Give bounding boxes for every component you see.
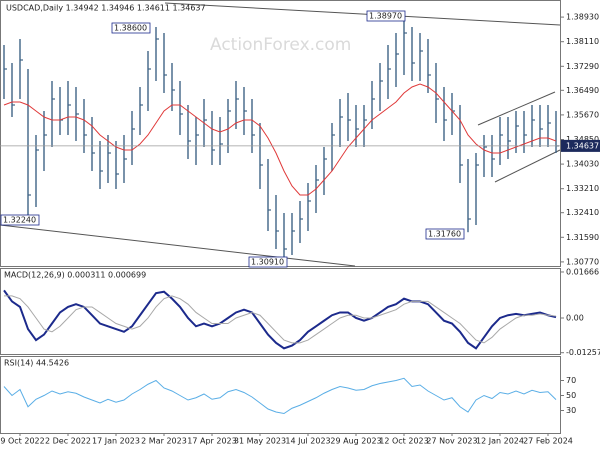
annotation: 1.30910: [251, 258, 284, 267]
y-tick-label: 1.38110: [566, 37, 599, 46]
series-line: [4, 295, 557, 344]
y-tick-label: 1.34030: [566, 160, 599, 169]
annotation-box: [111, 22, 151, 34]
y-tick-label: 30: [566, 406, 576, 415]
series-line: [3, 289, 557, 350]
y-tick-label: 0.01666: [566, 267, 599, 276]
channel-line: [494, 149, 561, 183]
y-tick-label: 1.30770: [566, 257, 599, 266]
annotation: 1.31760: [428, 230, 461, 239]
x-tick-label: 31 May 2023: [234, 437, 286, 446]
y-tick-label: 1.35670: [566, 110, 599, 119]
moving-average: [3, 83, 557, 196]
y-tick-label: 1.34850: [566, 135, 599, 144]
x-tick-label: 12 Oct 2023: [379, 437, 428, 446]
y-tick-label: 1.36490: [566, 86, 599, 95]
chart-title: USDCAD,Daily 1.34942 1.34946 1.34611 1.3…: [6, 4, 206, 13]
annotation: 1.32240: [3, 216, 36, 225]
x-tick-label: 12 Jan 2024: [476, 437, 524, 446]
series-line: [3, 377, 557, 415]
last-price-box: [561, 139, 600, 152]
last-price-label: 1.34637: [566, 141, 599, 150]
x-tick-label: 17 Apr 2023: [187, 437, 236, 446]
trend-line: [0, 224, 356, 267]
y-tick-label: 1.31590: [566, 233, 599, 242]
macd-panel: [0, 268, 561, 355]
x-tick-label: 2 Mar 2023: [141, 437, 187, 446]
annotation-box: [366, 10, 406, 22]
rsi-title: RSI(14) 44.5426: [4, 359, 69, 368]
x-tick-label: 27 Nov 2023: [426, 437, 477, 446]
trend-line: [164, 2, 561, 26]
y-tick-label: 0.00: [566, 313, 584, 322]
x-tick-label: 29 Aug 2023: [330, 437, 381, 446]
y-tick-label: 1.38930: [566, 13, 599, 22]
annotation: 1.38970: [369, 12, 402, 21]
channel-line: [477, 91, 556, 126]
watermark: ActionForex.com: [210, 35, 351, 55]
y-tick-label: 70: [566, 376, 576, 385]
y-tick-label: 1.33210: [566, 184, 599, 193]
x-tick-label: 17 Jan 2023: [92, 437, 140, 446]
x-tick-label: 19 Oct 2022: [0, 437, 45, 446]
y-tick-label: 50: [566, 391, 576, 400]
annotation-box: [0, 214, 40, 226]
y-tick-label: -0.012571: [566, 348, 600, 357]
x-tick-label: 2 Dec 2022: [45, 437, 91, 446]
annotation-box: [425, 228, 465, 240]
y-tick-label: 1.32410: [566, 208, 599, 217]
x-tick-label: 27 Feb 2024: [523, 437, 573, 446]
annotation: 1.38600: [114, 24, 147, 33]
y-tick-label: 1.37290: [566, 62, 599, 71]
x-tick-label: 14 Jul 2023: [285, 437, 330, 446]
macd-title: MACD(12,26,9) 0.000311 0.000699: [4, 271, 146, 280]
rsi-panel: [0, 356, 561, 434]
annotation-box: [248, 256, 288, 268]
